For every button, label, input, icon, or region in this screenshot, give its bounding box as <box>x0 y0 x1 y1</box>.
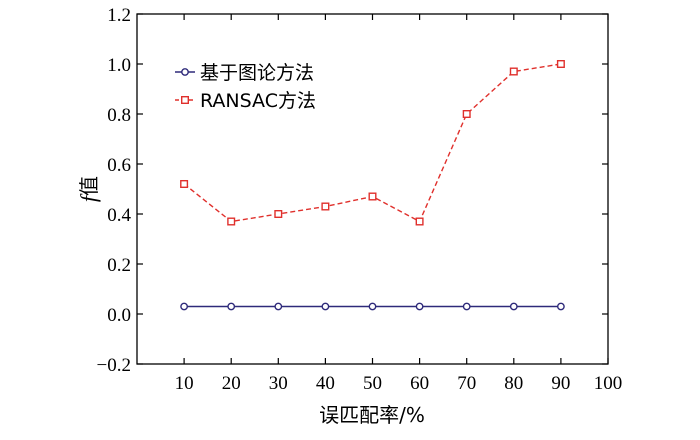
x-tick-label: 90 <box>551 373 570 394</box>
data-point <box>462 109 471 118</box>
series-2 <box>180 60 565 226</box>
y-tick-label: 0.6 <box>107 155 131 176</box>
data-point <box>180 179 189 188</box>
x-tick-label: 100 <box>594 373 623 394</box>
x-tick-label: 40 <box>316 373 335 394</box>
y-axis-label-italic: f <box>76 193 101 202</box>
y-tick-label: 0.8 <box>107 105 131 126</box>
data-point <box>180 302 189 311</box>
data-point <box>274 302 283 311</box>
y-tick-label: 0.4 <box>107 205 131 226</box>
data-point <box>227 217 236 226</box>
y-tick-label: 0.2 <box>107 255 131 276</box>
legend-marker <box>180 95 189 104</box>
data-point <box>368 302 377 311</box>
legend-entry: 基于图论方法 <box>175 62 314 84</box>
x-tick-label: 50 <box>363 373 382 394</box>
y-axis-label: f值 <box>76 176 101 202</box>
x-axis-label: 误匹配率/% <box>319 403 425 427</box>
data-point <box>557 302 565 311</box>
y-tick-label: 1.0 <box>107 55 131 76</box>
x-tick-label: 20 <box>222 373 241 394</box>
data-point <box>509 67 518 76</box>
x-tick-label: 30 <box>269 373 288 394</box>
data-point <box>227 302 236 311</box>
legend-label: RANSAC方法 <box>200 90 316 112</box>
data-point <box>368 192 377 201</box>
y-axis-label-rest: 值 <box>77 176 101 196</box>
data-point <box>556 60 565 69</box>
data-point <box>415 302 424 311</box>
legend-marker <box>181 68 189 76</box>
data-point <box>509 302 518 311</box>
y-tick-label: 1.2 <box>107 5 131 26</box>
x-axis: 10 20 30 40 50 60 70 80 90 100 <box>175 14 623 394</box>
x-tick-label: 10 <box>175 373 194 394</box>
x-tick-label: 80 <box>504 373 523 394</box>
series-1 <box>180 302 565 311</box>
data-point <box>415 217 424 226</box>
y-tick-label: 0.0 <box>107 305 131 326</box>
y-axis: −0.2 0.0 0.2 0.4 0.6 0.8 1.0 1.2 <box>97 5 608 376</box>
legend: 基于图论方法 RANSAC方法 <box>175 62 316 112</box>
data-point <box>274 209 283 218</box>
x-tick-label: 60 <box>410 373 429 394</box>
x-tick-label: 70 <box>457 373 476 394</box>
series-layer <box>180 60 565 311</box>
data-point <box>462 302 471 311</box>
data-point <box>321 202 330 211</box>
data-point <box>321 302 330 311</box>
legend-label: 基于图论方法 <box>200 62 314 84</box>
legend-entry: RANSAC方法 <box>175 90 316 112</box>
y-tick-label: −0.2 <box>97 355 131 376</box>
